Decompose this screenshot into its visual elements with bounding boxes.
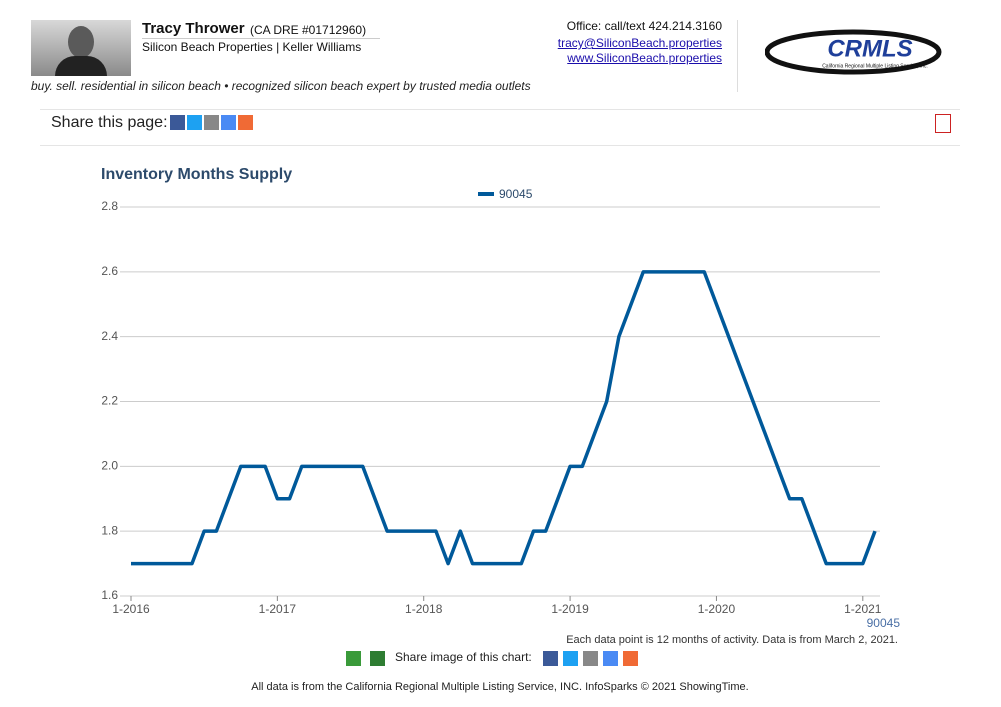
y-tick-label: 1.8	[101, 523, 118, 537]
more-icon[interactable]	[238, 115, 253, 130]
twitter-icon[interactable]	[563, 651, 578, 666]
y-tick-label: 1.6	[101, 588, 118, 602]
crmls-logo: CRMLS California Regional Multiple Listi…	[765, 29, 942, 75]
source-note: All data is from the California Regional…	[251, 681, 748, 693]
y-tick-label: 2.8	[101, 199, 118, 213]
y-tick-label: 2.4	[101, 329, 118, 343]
x-tick-label: 1-2018	[405, 602, 443, 616]
agent-company: Silicon Beach Properties | Keller Willia…	[142, 40, 362, 54]
agent-name: Tracy Thrower	[142, 20, 245, 37]
facebook-icon[interactable]	[543, 651, 558, 666]
y-tick-label: 2.0	[101, 459, 118, 473]
separator	[40, 109, 960, 110]
agent-email[interactable]: tracy@SiliconBeach.properties	[557, 36, 722, 50]
share-icons	[170, 115, 253, 135]
chart-note: Each data point is 12 months of activity…	[566, 634, 898, 646]
email-icon[interactable]	[583, 651, 598, 666]
x-tick-label: 1-2021	[844, 602, 882, 616]
share-page-label: Share this page:	[51, 114, 168, 131]
x-tick-label: 1-2019	[551, 602, 589, 616]
chart-title: Inventory Months Supply	[101, 166, 292, 183]
share-image-icon[interactable]	[346, 651, 361, 666]
x-tick-label: 1-2016	[112, 602, 150, 616]
separator	[40, 145, 960, 146]
facebook-icon[interactable]	[170, 115, 185, 130]
agent-license: (CA DRE #01712960)	[250, 23, 367, 37]
more-icon[interactable]	[623, 651, 638, 666]
excel-icon[interactable]	[370, 651, 385, 666]
agent-photo	[31, 20, 131, 76]
agent-phone: Office: call/text 424.214.3160	[566, 19, 722, 33]
tagline: buy. sell. residential in silicon beach …	[31, 79, 531, 93]
x-tick-label: 1-2020	[698, 602, 736, 616]
share-image-label: Share image of this chart:	[395, 650, 532, 664]
email-icon[interactable]	[204, 115, 219, 130]
google-icon[interactable]	[603, 651, 618, 666]
logo-text: CRMLS	[827, 35, 912, 62]
series-end-label: 90045	[867, 616, 901, 630]
legend-label: 90045	[499, 187, 533, 201]
logo-subtitle: California Regional Multiple Listing Ser…	[822, 63, 928, 69]
y-tick-label: 2.6	[101, 264, 118, 278]
separator	[737, 20, 738, 92]
agent-website[interactable]: www.SiliconBeach.properties	[567, 51, 722, 65]
x-tick-label: 1-2017	[259, 602, 297, 616]
pdf-icon[interactable]	[935, 114, 951, 133]
twitter-icon[interactable]	[187, 115, 202, 130]
series-line	[131, 270, 877, 566]
y-tick-label: 2.2	[101, 394, 118, 408]
google-icon[interactable]	[221, 115, 236, 130]
separator	[142, 38, 380, 39]
